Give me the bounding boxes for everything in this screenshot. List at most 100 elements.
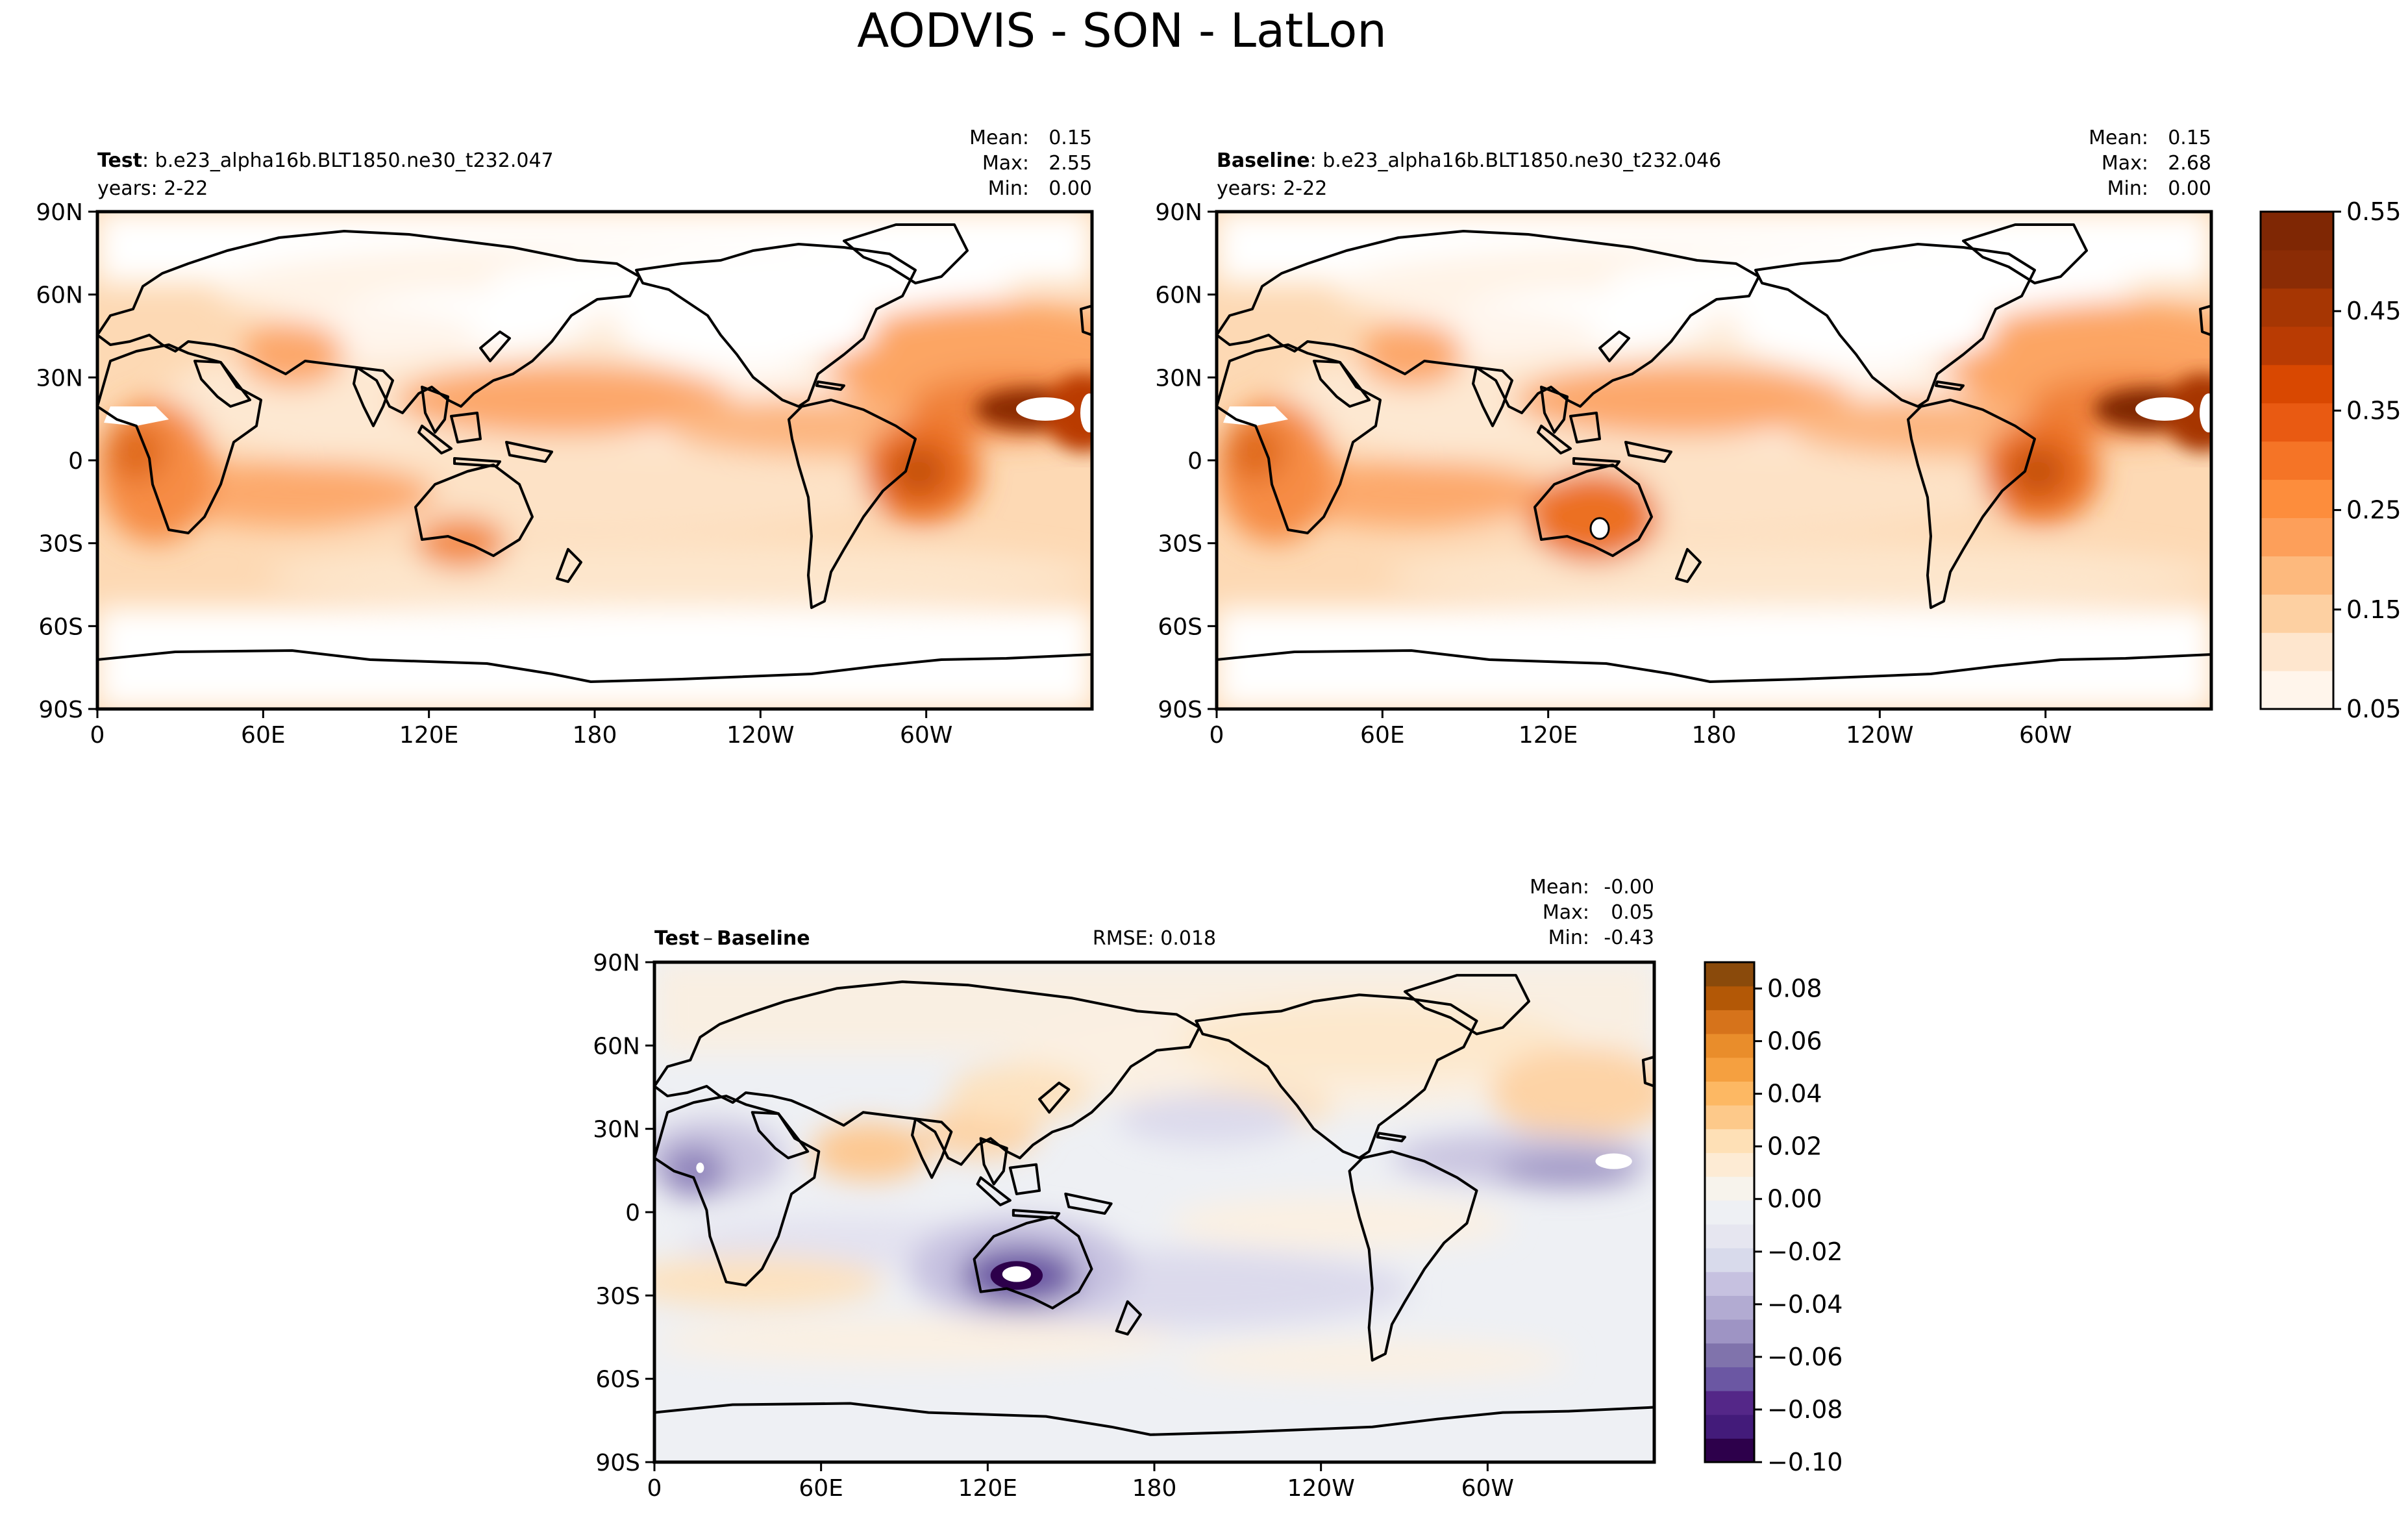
top-colorbar-segment xyxy=(2261,556,2333,595)
baseline-min-label: Min: xyxy=(2107,177,2148,200)
diff-x-tick-label: 60E xyxy=(799,1475,843,1502)
diff-rmse: RMSE: 0.018 xyxy=(1093,927,1216,950)
test-mean-label: Mean: xyxy=(969,127,1029,149)
panel-difference: Test – Baseline RMSE: 0.018 Mean: -0.00 Ma… xyxy=(593,876,1843,1502)
baseline-x-tick-label: 0 xyxy=(1210,722,1224,749)
diff-colorbar-segment xyxy=(1705,1152,1754,1177)
test-x-tick-label: 60W xyxy=(900,722,952,749)
test-min-label: Min: xyxy=(988,177,1029,200)
baseline-y-tick-label: 60N xyxy=(1155,282,1202,309)
diff-colorbar-segment xyxy=(1705,1367,1754,1391)
panel-test: Test: b.e23_alpha16b.BLT1850.ne30_t232.0… xyxy=(36,127,1094,749)
diff-colorbar-segment xyxy=(1705,1319,1754,1344)
diff-colorbar-segment xyxy=(1705,1057,1754,1082)
baseline-y-tick-label: 60S xyxy=(1158,614,1202,640)
figure-title: AODVIS - SON - LatLon xyxy=(857,3,1387,58)
test-x-tick-label: 180 xyxy=(573,722,617,749)
diff-colorbar-tick-label: −0.06 xyxy=(1767,1343,1843,1371)
diff-x-tick-label: 120E xyxy=(958,1475,1017,1502)
top-colorbar-segment xyxy=(2261,326,2333,366)
diff-colorbar-segment xyxy=(1705,1295,1754,1320)
baseline-y-tick-label: 30N xyxy=(1155,365,1202,392)
top-colorbar-tick-label: 0.35 xyxy=(2346,396,2402,425)
baseline-y-tick-label: 0 xyxy=(1187,448,1202,475)
diff-colorbar-tick-label: −0.08 xyxy=(1767,1395,1843,1424)
top-colorbar-segment xyxy=(2261,479,2333,518)
top-colorbar-segment xyxy=(2261,632,2333,671)
baseline-axis-ticks: 0 60E 120E 180 120W 60W 90N 60N 30N 0 30S 60S 90S xyxy=(1155,199,2072,749)
test-y-tick-label: 90S xyxy=(38,697,83,723)
diff-colorbar-segment xyxy=(1705,1224,1754,1249)
diff-colorbar-segment xyxy=(1705,1010,1754,1034)
diff-colorbar-segment xyxy=(1705,1105,1754,1130)
diff-y-tick-label: 30S xyxy=(595,1283,640,1310)
baseline-x-tick-label: 120E xyxy=(1519,722,1578,749)
top-colorbar-segment xyxy=(2261,212,2333,251)
top-colorbar-tick-label: 0.45 xyxy=(2346,297,2402,325)
diff-colorbar-segment xyxy=(1705,1176,1754,1201)
test-x-tick-label: 120W xyxy=(726,722,794,749)
diff-y-tick-label: 0 xyxy=(625,1200,640,1226)
top-colorbar-segment xyxy=(2261,288,2333,327)
baseline-x-tick-label: 180 xyxy=(1692,722,1737,749)
top-colorbar-segment xyxy=(2261,517,2333,556)
diff-x-tick-label: 0 xyxy=(647,1475,662,1502)
diff-colorbar-segment xyxy=(1705,1034,1754,1058)
diff-y-tick-label: 90S xyxy=(595,1450,640,1476)
diff-colorbar-segment xyxy=(1705,1391,1754,1415)
test-y-tick-label: 30S xyxy=(38,531,83,558)
baseline-max-value: 2.68 xyxy=(2168,152,2211,175)
baseline-x-tick-label: 120W xyxy=(1846,722,1913,749)
diff-colorbar-segment xyxy=(1705,1128,1754,1153)
diff-colorbar-tick-label: 0.04 xyxy=(1767,1080,1822,1108)
diff-x-tick-label: 180 xyxy=(1132,1475,1177,1502)
diff-colorbar-frame xyxy=(1704,961,1756,1463)
top-colorbar-segment xyxy=(2261,441,2333,480)
diff-y-tick-label: 30N xyxy=(593,1117,640,1143)
test-y-tick-label: 60S xyxy=(38,614,83,640)
test-y-tick-label: 30N xyxy=(36,365,83,392)
top-colorbar-segment xyxy=(2261,364,2333,404)
baseline-mean-label: Mean: xyxy=(2089,127,2148,149)
colorbar-diff: 0.08 0.06 0.04 0.02 0.00 −0.02 −0.04 −0.06 −0.08… xyxy=(1704,961,1843,1476)
test-x-tick-label: 60E xyxy=(241,722,286,749)
diff-colorbar-tick-label: 0.02 xyxy=(1767,1132,1822,1161)
baseline-label: Baseline: b.e23_alpha16b.BLT1850.ne30_t2… xyxy=(1217,149,1721,172)
top-colorbar-frame xyxy=(2259,210,2335,710)
baseline-x-tick-label: 60W xyxy=(2019,722,2072,749)
diff-min-value: -0.43 xyxy=(1604,926,1654,949)
top-colorbar-segment xyxy=(2261,671,2333,710)
panel-baseline: Baseline: b.e23_alpha16b.BLT1850.ne30_t2… xyxy=(1155,127,2401,749)
baseline-x-tick-label: 60E xyxy=(1360,722,1405,749)
diff-colorbar-segment xyxy=(1705,962,1754,987)
test-axis-ticks: 0 60E 120E 180 120W 60W 90N 60N 30N 0 30S 60S 90S xyxy=(36,199,952,749)
diff-colorbar-segment xyxy=(1705,1081,1754,1106)
diff-colorbar-segment xyxy=(1705,1200,1754,1224)
baseline-max-label: Max: xyxy=(2102,152,2148,175)
test-mean-value: 0.15 xyxy=(1049,127,1092,149)
test-subtitle: years: 2-22 xyxy=(97,177,208,200)
top-colorbar-segment xyxy=(2261,249,2333,289)
diff-max-label: Max: xyxy=(1543,901,1589,924)
top-colorbar-tick-label: 0.25 xyxy=(2346,496,2402,525)
test-y-tick-label: 60N xyxy=(36,282,83,309)
colorbar-top: 0.55 0.45 0.35 0.25 0.15 0.05 xyxy=(2259,197,2402,723)
test-min-value: 0.00 xyxy=(1049,177,1092,200)
top-colorbar-segment xyxy=(2261,594,2333,633)
test-x-tick-label: 120E xyxy=(399,722,458,749)
test-y-tick-label: 90N xyxy=(36,199,83,226)
top-colorbar-tick-label: 0.55 xyxy=(2346,197,2402,226)
diff-y-tick-label: 90N xyxy=(593,950,640,976)
diff-y-tick-label: 60S xyxy=(595,1367,640,1393)
test-max-label: Max: xyxy=(982,152,1029,175)
diff-colorbar-tick-label: 0.08 xyxy=(1767,975,1822,1003)
diff-axis-ticks: 0 60E 120E 180 120W 60W 90N 60N 30N 0 30S 60S 90S xyxy=(593,950,1514,1502)
diff-colorbar-segment xyxy=(1705,1271,1754,1296)
diff-colorbar-tick-label: 0.00 xyxy=(1767,1185,1822,1213)
diff-colorbar-segment xyxy=(1705,1438,1754,1463)
baseline-subtitle: years: 2-22 xyxy=(1217,177,1327,200)
diff-label: Test – Baseline xyxy=(654,927,810,950)
diff-colorbar-segment xyxy=(1705,1414,1754,1439)
diff-mean-value: -0.00 xyxy=(1604,876,1654,899)
